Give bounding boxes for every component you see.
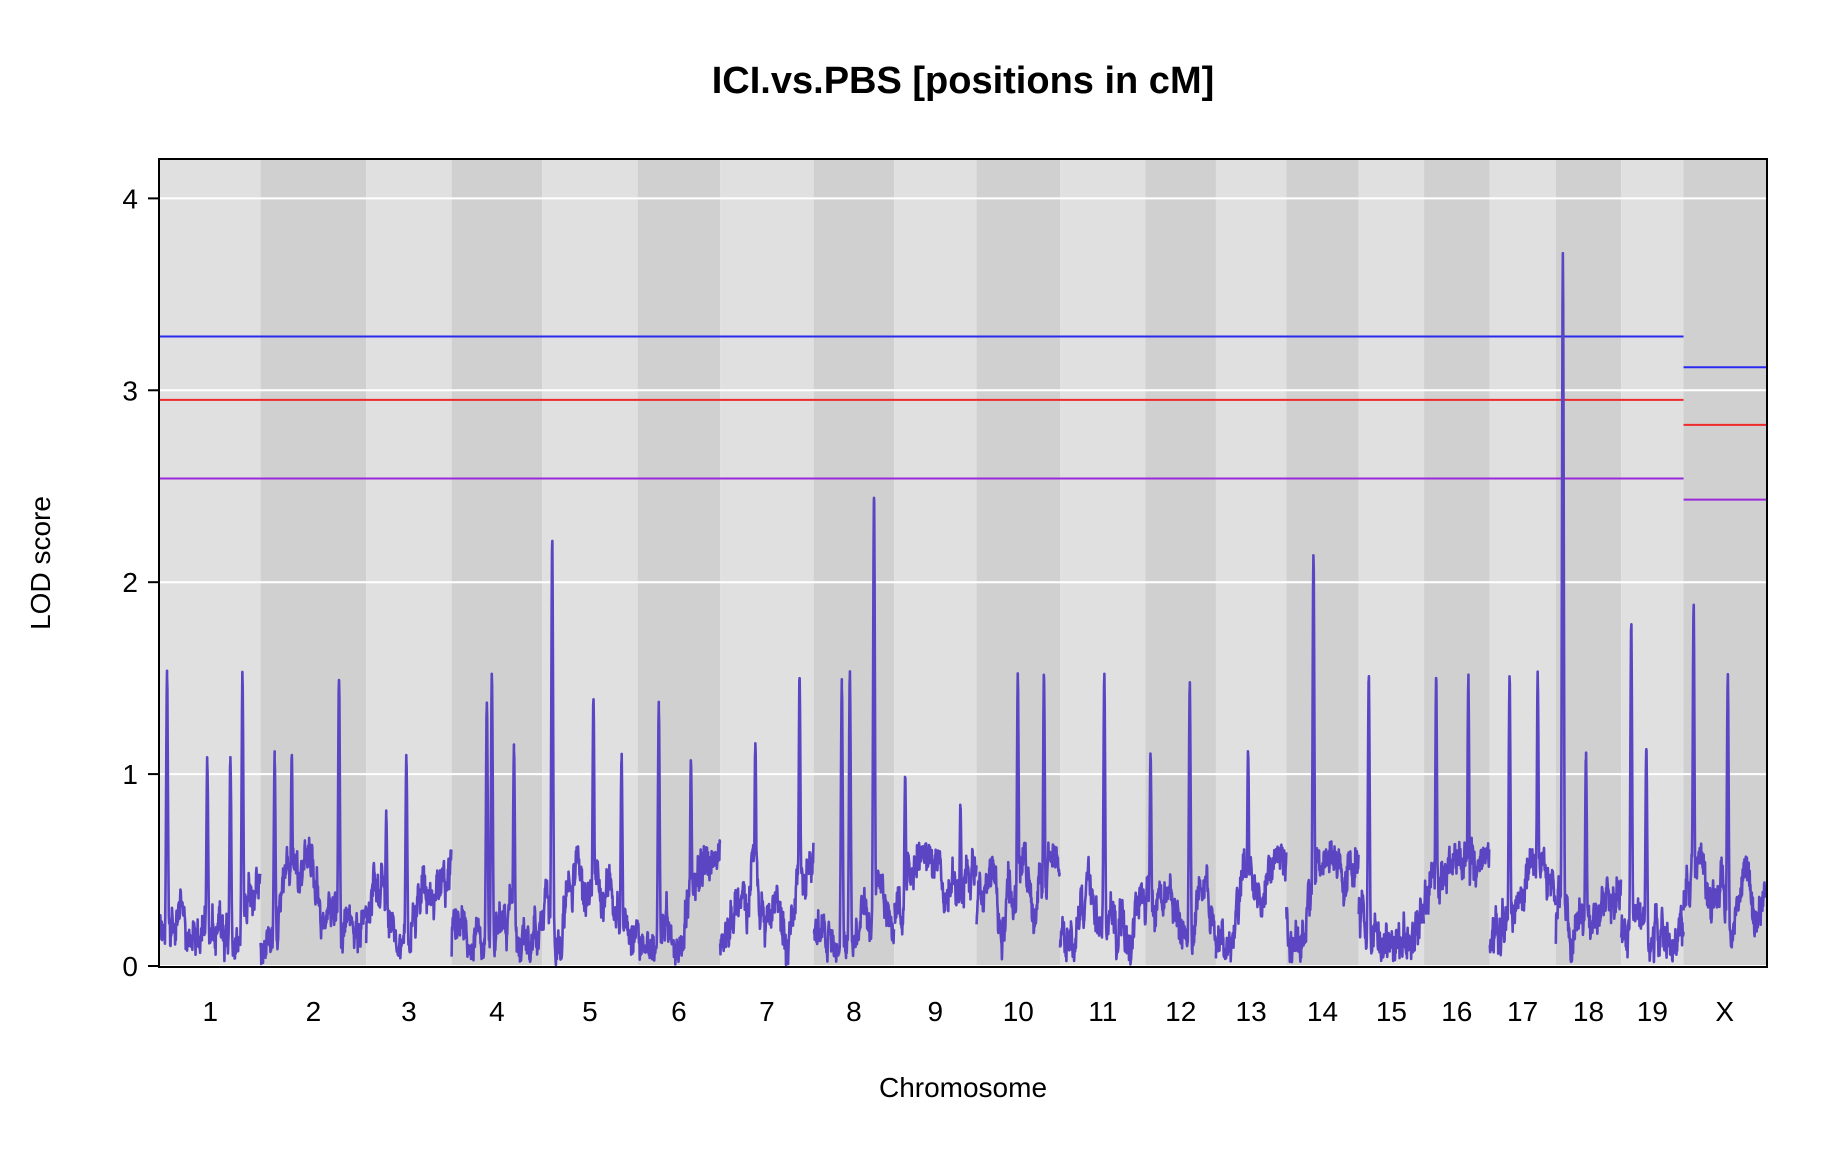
lod-trace-chr-16 (1422, 673, 1491, 915)
x-tick-label-chr-6: 6 (671, 996, 687, 1027)
lod-trace-chr-6 (636, 700, 722, 966)
x-tick-label-chr-16: 16 (1441, 996, 1472, 1027)
lod-trace-chr-11 (1058, 672, 1147, 966)
x-axis-ticks: 1 2 3 4 5 6 7 8 9 10 11 12 13 14 15 16 17 18 19 X (202, 996, 1734, 1027)
chr-band-2 (260, 160, 367, 966)
y-tick-label: 0 (122, 951, 138, 982)
plot-frame (158, 158, 1768, 968)
x-tick-label-chr-4: 4 (489, 996, 505, 1027)
x-tick-label-chr-7: 7 (759, 996, 775, 1027)
chr-band-3 (366, 160, 452, 966)
lod-trace-chr-5 (540, 539, 639, 967)
lod-trace-chr-17 (1488, 670, 1557, 957)
threshold-lines (160, 335, 1766, 501)
x-tick-label-chr-2: 2 (306, 996, 322, 1027)
x-tick-label-chr-10: 10 (1003, 996, 1034, 1027)
lod-trace-chr-19 (1619, 623, 1685, 964)
x-tick-label-chr-1: 1 (202, 996, 218, 1027)
lod-trace-chr-8 (812, 496, 896, 963)
x-tick-label-chr-14: 14 (1307, 996, 1338, 1027)
chromosome-bands (160, 160, 1766, 966)
y-tick-label: 1 (122, 759, 138, 790)
x-axis-label: Chromosome (879, 1072, 1047, 1103)
x-tick-label-chr-3: 3 (401, 996, 417, 1027)
y-axis-ticks: 0 1 2 3 4 (122, 183, 160, 982)
x-tick-label-chr-x: X (1715, 996, 1734, 1027)
x-tick-label-chr-8: 8 (846, 996, 862, 1027)
lod-trace-chr-15 (1357, 674, 1426, 963)
chr-band-18 (1555, 160, 1622, 966)
chr-band-13 (1215, 160, 1287, 966)
lod-trace-chr-x (1682, 603, 1768, 949)
chart-title: ICI.vs.PBS [positions in cM] (712, 60, 1215, 102)
x-tick-label-chr-15: 15 (1376, 996, 1407, 1027)
chr-band-8 (813, 160, 895, 966)
chr-band-12 (1145, 160, 1216, 966)
x-tick-label-chr-18: 18 (1573, 996, 1604, 1027)
lod-trace-chr-12 (1144, 680, 1218, 956)
chr-band-6 (637, 160, 721, 966)
lod-trace-chr-1 (158, 669, 262, 963)
x-tick-label-chr-17: 17 (1507, 996, 1538, 1027)
x-tick-label-chr-5: 5 (582, 996, 598, 1027)
lod-trace-chr-3 (364, 753, 453, 960)
chr-band-x (1683, 160, 1766, 966)
chr-band-4 (451, 160, 543, 966)
x-tick-label-chr-11: 11 (1088, 996, 1117, 1027)
y-tick-label: 4 (122, 183, 138, 214)
x-tick-label-chr-12: 12 (1165, 996, 1196, 1027)
lod-trace-chr-14 (1285, 554, 1360, 964)
y-tick-label: 3 (122, 375, 138, 406)
lod-trace-chr-10 (975, 672, 1061, 961)
chr-band-14 (1286, 160, 1359, 966)
chr-band-1 (160, 160, 261, 966)
y-axis-label: LOD score (25, 496, 56, 630)
lod-trace-chr-4 (450, 672, 544, 964)
lod-trace-chr-2 (259, 678, 368, 966)
x-tick-label-chr-13: 13 (1236, 996, 1267, 1027)
chr-band-17 (1489, 160, 1556, 966)
y-tick-label: 2 (122, 567, 138, 598)
chr-band-9 (894, 160, 977, 966)
x-tick-label-chr-19: 19 (1637, 996, 1668, 1027)
lod-trace-group (158, 251, 1768, 967)
lod-trace-chr-7 (718, 676, 815, 967)
x-tick-label-chr-9: 9 (928, 996, 944, 1027)
lod-trace-chr-13 (1214, 749, 1288, 963)
lod-trace-chr-9 (892, 775, 978, 936)
lod-trace-chr-18 (1554, 251, 1623, 964)
